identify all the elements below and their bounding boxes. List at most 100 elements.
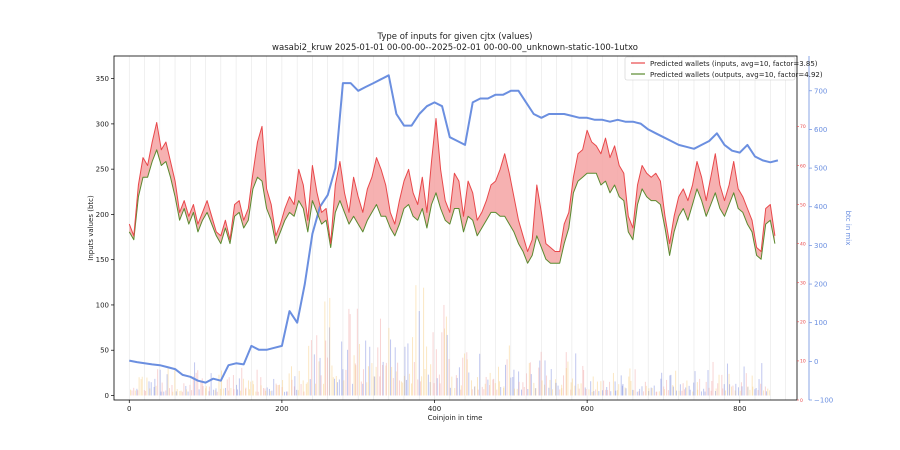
bar-mark: [658, 391, 660, 396]
bar-mark: [578, 388, 580, 396]
bar-mark: [379, 376, 381, 396]
bar-mark: [544, 360, 546, 396]
bar-mark: [492, 379, 494, 396]
bar-mark: [236, 384, 238, 396]
bar-mark: [518, 371, 520, 396]
bar-mark: [218, 374, 220, 396]
y2-tick-label: 200: [814, 281, 827, 289]
bar-mark: [435, 349, 437, 396]
bar-mark: [394, 347, 396, 396]
bar-mark: [456, 377, 458, 396]
bar-mark: [510, 377, 512, 396]
bar-mark: [305, 383, 307, 396]
bar-mark: [400, 381, 402, 396]
bar-mark: [200, 381, 202, 396]
bar-mark: [411, 383, 413, 396]
bar-mark: [245, 388, 247, 396]
bar-mark: [134, 390, 136, 396]
bar-mark: [481, 386, 483, 396]
bar-mark: [179, 391, 181, 396]
bar-mark: [161, 382, 163, 396]
bar-mark: [602, 390, 604, 396]
bar-mark: [176, 389, 178, 396]
bar-mark: [634, 369, 636, 396]
bar-mark: [506, 359, 508, 396]
bar-mark: [624, 387, 626, 396]
bar-mark: [704, 391, 706, 396]
bar-mark: [708, 387, 710, 396]
bar-mark: [543, 384, 545, 396]
bar-mark: [705, 381, 707, 396]
bar-mark: [528, 363, 530, 396]
bar-mark: [342, 369, 344, 396]
bar-mark: [583, 370, 585, 396]
bar-mark: [354, 363, 356, 396]
bar-mark: [474, 386, 476, 396]
bar-mark: [423, 287, 425, 396]
bar-mark: [348, 308, 350, 396]
bar-mark: [757, 390, 759, 396]
y3-tick-label: 10: [800, 359, 806, 365]
bar-mark: [512, 376, 514, 396]
y2-tick-label: 0: [814, 358, 818, 366]
bar-mark: [175, 391, 177, 396]
bar-mark: [141, 376, 143, 396]
y2-tick-label: 700: [814, 87, 827, 95]
bar-mark: [570, 382, 572, 396]
bar-mark: [424, 368, 426, 396]
x-tick-label: 800: [733, 405, 746, 413]
bar-mark: [426, 346, 428, 396]
bar-mark: [323, 383, 325, 396]
bar-mark: [421, 376, 423, 396]
bar-mark: [600, 381, 602, 396]
bar-mark: [764, 386, 766, 396]
bar-mark: [660, 378, 662, 396]
y-tick-label: 50: [100, 347, 109, 355]
bar-mark: [622, 383, 624, 396]
bar-mark: [316, 335, 318, 396]
bar-mark: [300, 384, 302, 396]
bar-mark: [205, 386, 207, 396]
bar-mark: [385, 362, 387, 396]
bar-mark: [373, 376, 375, 396]
bar-mark: [684, 389, 686, 396]
bar-mark: [260, 377, 262, 396]
bar-mark: [296, 389, 298, 396]
bar-mark: [516, 388, 518, 396]
bar-mark: [320, 375, 322, 396]
bar-mark: [591, 391, 593, 396]
bar-mark: [565, 368, 567, 396]
bar-mark: [703, 388, 705, 396]
bar-mark: [712, 361, 714, 396]
bar-mark: [497, 366, 499, 396]
bar-mark: [367, 366, 369, 396]
bar-mark: [655, 391, 657, 396]
bar-mark: [379, 318, 381, 396]
bar-mark: [529, 362, 531, 396]
bar-mark: [740, 382, 742, 396]
bar-mark: [329, 297, 331, 396]
bar-mark: [610, 391, 612, 396]
bar-mark: [167, 367, 169, 396]
bar-mark: [303, 391, 305, 396]
bar-mark: [362, 383, 364, 396]
bar-mark: [349, 314, 351, 396]
bar-mark: [202, 385, 204, 396]
bar-mark: [240, 390, 242, 396]
bar-mark: [439, 383, 441, 396]
bar-mark: [266, 387, 268, 396]
bar-mark: [429, 382, 431, 396]
bar-mark: [358, 343, 360, 396]
bar-mark: [436, 378, 438, 396]
bar-mark: [620, 375, 622, 396]
bar-mark: [596, 381, 598, 396]
bar-mark: [664, 389, 666, 396]
bar-mark: [541, 380, 543, 396]
bar-mark: [656, 391, 658, 396]
bar-mark: [675, 390, 677, 396]
bar-mark: [561, 388, 563, 396]
bar-mark: [208, 391, 210, 396]
bar-mark: [165, 390, 167, 396]
bar-mark: [722, 388, 724, 396]
bar-mark: [483, 389, 485, 396]
